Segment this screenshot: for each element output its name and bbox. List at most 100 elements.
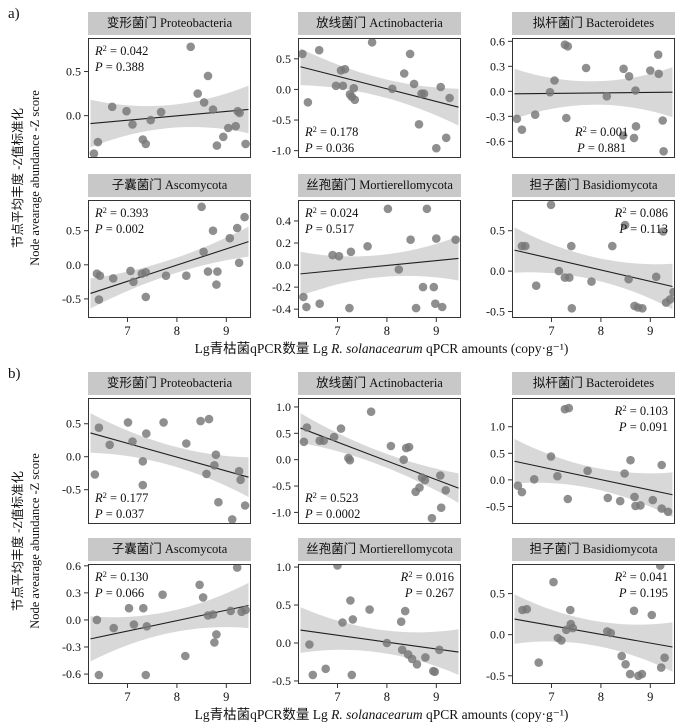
scatter-point [400,606,410,616]
scatter-point [620,469,629,478]
scatter-point [319,436,328,445]
x-tick-label: 9 [647,324,653,338]
x-tick-label: 9 [223,690,229,704]
scatter-point [348,615,358,624]
scatter-point [89,149,99,158]
scatter-point [383,204,393,214]
scatter-point [531,281,541,290]
y-tick-label: 0.5 [66,224,81,238]
regression-line [90,108,249,125]
scatter-point [349,83,359,93]
panel-title-b-basidiomycota: 担子菌门 Basidiomycota [512,538,675,561]
scatter-point [663,507,673,517]
y-tick-label: 0.3 [490,59,505,73]
scatter-point [308,670,318,680]
panel-title-a-mortierellomycota: 丝孢菌门 Mortierellomycota [298,174,461,197]
regression-line [514,460,673,496]
scatter-point [197,202,206,212]
scatter-point [655,564,665,570]
scatter-point [92,615,102,625]
scatter-point [234,258,244,268]
scatter-point [432,143,441,153]
y-tick-label: -0.5 [486,499,505,513]
stats-r2: R2 = 0.016 [400,569,454,584]
scatter-point [619,64,628,74]
y-tick-label: 1.0 [276,400,291,414]
scatter-point [658,227,668,236]
scatter-point [303,98,313,107]
x-axis-label-species: R. solanacearum [331,341,423,356]
stats-p: P = 0.881 [576,141,626,155]
x-tick-label: 9 [433,324,439,338]
y-tick-label: 0.4 [276,214,291,228]
scatter-point [158,590,167,599]
stats-p: P = 0.0002 [304,507,360,521]
scatter-point [626,455,635,465]
y-tick-label: -0.5 [486,669,505,683]
y-tick-label: 0.0 [276,636,291,650]
scatter-point [382,638,392,648]
x-axis-label-section-b: Lg青枯菌qPCR数量 Lg R. solanacearum qPCR amou… [88,703,675,723]
x-tick-label: 7 [548,324,554,338]
regression-line [514,91,673,95]
scatter-point [557,636,566,645]
scatter-point [213,267,222,276]
panel-title-b-actinobacteria: 放线菌门 Actinobacteria [298,372,461,395]
scatter-point [517,487,527,497]
scatter-point [346,596,355,605]
y-tick-label: 0.0 [66,613,81,627]
y-tick-label: 0.6 [490,34,505,48]
y-tick-label: 0.0 [490,473,505,487]
scatter-point [302,423,312,432]
scatter-point [659,147,668,156]
scatter-point [210,638,219,647]
scatter-point [399,455,408,464]
scatter-point [93,137,103,147]
y-tick-label: 0.2 [276,236,291,250]
scatter-point [107,102,117,112]
panel-border [298,564,461,684]
scatter-point [568,623,578,633]
y-tick-label: 0.0 [490,84,505,98]
panel-b-ascomycota: R2 = 0.130 P = 0.066 0.6 0.3 0.0 -0.3 -0.6 7 8 9 [62,559,251,704]
scatter-point [631,122,641,131]
scatter-point [219,132,228,142]
scatter-point [138,457,148,466]
scatter-point [90,470,100,479]
scatter-point [554,266,564,276]
scatter-point [241,605,250,615]
panel-title-a-proteobacteria: 变形菌门 Proteobacteria [88,12,251,35]
scatter-point [436,471,445,480]
stats-p: P = 0.002 [94,222,144,236]
panel-title-b-proteobacteria: 变形菌门 Proteobacteria [88,372,251,395]
scatter-point [123,418,133,427]
scatter-point [436,503,446,512]
scatter-point [231,121,240,131]
scatter-point [159,418,168,427]
x-tick-label: 8 [384,324,390,338]
scatter-point [199,247,208,257]
y-tick-label: 0.5 [490,224,505,238]
scatter-point [567,304,577,313]
x-tick-label: 9 [647,690,653,704]
scatter-point [562,113,571,123]
scatter-point [615,496,625,506]
scatter-point [122,106,131,116]
scatter-point [431,299,440,308]
scatter-point [521,241,530,251]
panel-border [512,200,675,318]
scatter-point [305,640,314,649]
scatter-point [660,653,669,662]
scatter-point [636,501,645,510]
scatter-point [565,273,574,282]
scatter-point [420,475,430,485]
y-tick-label: -0.4 [272,302,291,316]
panel-border [88,38,251,158]
scatter-point [314,45,324,55]
y-axis-label-en: Node avearage abundance -Z score [28,453,42,629]
scatter-point [517,125,527,134]
y-tick-label: 0.6 [66,559,81,573]
scatter-point [340,64,350,74]
x-axis-label-prefix: Lg青枯菌qPCR数量 Lg [194,341,332,356]
stats-p: P = 0.113 [618,222,668,236]
